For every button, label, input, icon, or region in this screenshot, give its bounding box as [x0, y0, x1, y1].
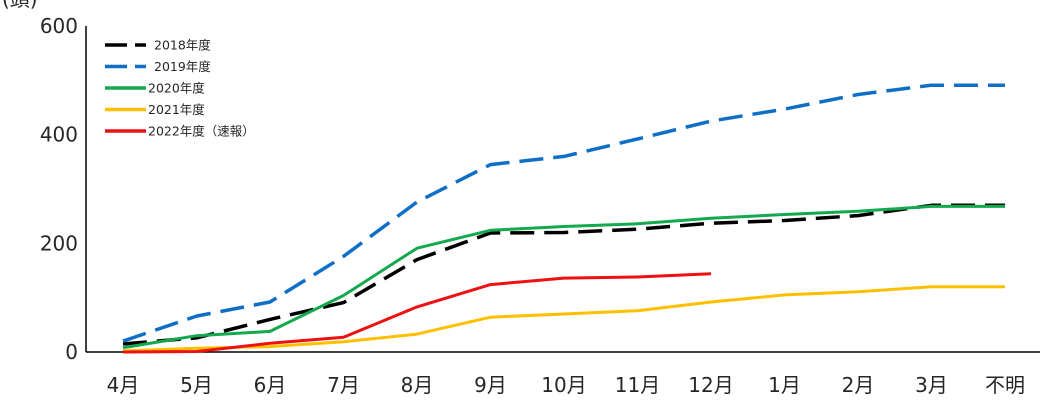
x-tick-label: 4月 — [107, 373, 140, 397]
x-tick-label: 3月 — [915, 373, 948, 397]
y-tick-label: 0 — [65, 340, 78, 364]
legend-label-2: 2019年度 — [154, 59, 211, 74]
y-tick-label: 600 — [40, 14, 78, 38]
x-tick-label: 8月 — [401, 373, 434, 397]
series-line-5 — [122, 272, 712, 354]
series-line-2 — [122, 83, 1005, 343]
y-tick-label: 200 — [40, 231, 78, 255]
legend: 2018年度 2019年度 2020年度 2021年度 2022年度（速報） — [105, 38, 255, 139]
axes — [85, 26, 1040, 353]
series-lines — [122, 83, 1005, 354]
legend-label-1: 2018年度 — [154, 38, 211, 53]
series-line-4 — [122, 285, 1005, 353]
y-tick-label: 400 — [40, 123, 78, 147]
series-line-3 — [122, 204, 1005, 350]
x-tick-label: 10月 — [541, 373, 586, 397]
x-tick-label: 7月 — [327, 373, 360, 397]
x-tick-label: 6月 — [254, 373, 287, 397]
y-tick-labels: 0 200 400 600 — [40, 14, 78, 364]
x-tick-label: 5月 — [180, 373, 213, 397]
legend-label-3: 2020年度 — [148, 81, 205, 96]
x-tick-label: 不明 — [985, 373, 1025, 397]
y-axis-label: (頭) — [2, 0, 38, 11]
legend-label-4: 2021年度 — [148, 102, 205, 117]
x-tick-label: 2月 — [842, 373, 875, 397]
legend-label-5: 2022年度（速報） — [148, 124, 255, 139]
series-line-1 — [122, 203, 1005, 346]
x-tick-label: 1月 — [768, 373, 801, 397]
x-tick-labels: 4月 5月 6月 7月 8月 9月 10月 11月 12月 1月 2月 3月 不明 — [107, 373, 1025, 397]
x-tick-label: 9月 — [474, 373, 507, 397]
x-tick-label: 11月 — [615, 373, 660, 397]
x-tick-label: 12月 — [688, 373, 733, 397]
